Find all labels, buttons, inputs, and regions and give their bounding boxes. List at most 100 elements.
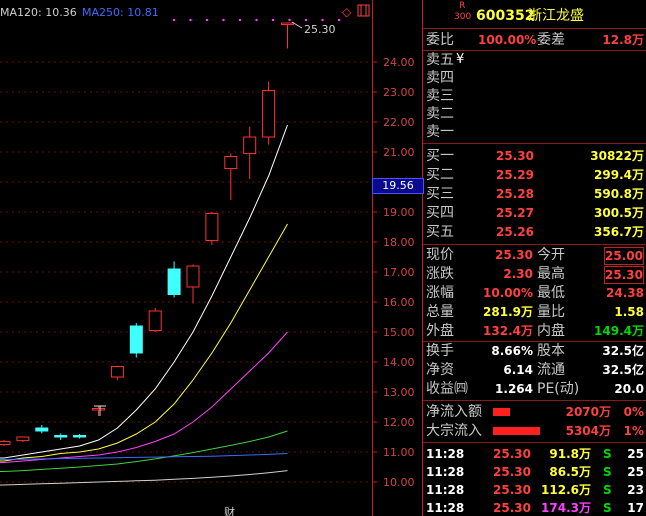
candle-body[interactable]	[262, 90, 276, 138]
tick-side: S	[603, 447, 612, 461]
tick-side: S	[603, 483, 612, 497]
dot-marker	[205, 18, 209, 22]
quote-label: 涨跌	[426, 266, 454, 282]
window-toggle-icon[interactable]	[357, 4, 370, 17]
candle-body[interactable]	[16, 436, 30, 442]
buy-level-volume: 299.4万	[594, 168, 644, 182]
flow-bar	[493, 427, 540, 435]
dot-marker	[288, 18, 291, 22]
stat-label: PE(动)	[537, 381, 580, 397]
tick-volume: 91.8万	[549, 447, 591, 461]
quote-value: 10.00%	[483, 286, 533, 300]
badge-r: R	[459, 1, 466, 11]
ma120-label: MA120: 10.36	[0, 6, 77, 19]
candle-body[interactable]	[35, 427, 49, 432]
buy-level-volume: 356.7万	[594, 225, 644, 239]
y-tick-label: 24.00	[383, 56, 415, 69]
flow-value: 2070万	[565, 405, 611, 419]
y-tick-label: 21.00	[383, 146, 415, 159]
finance-marker[interactable]: 财	[224, 505, 235, 516]
quote-label: 量比	[537, 304, 565, 320]
sell-level-label: 卖三	[426, 88, 454, 104]
candle-body[interactable]	[110, 366, 124, 378]
y-tick-label: 10.00	[383, 476, 415, 489]
y-tick-label: 19.00	[383, 206, 415, 219]
stat-value: 1.264	[495, 382, 533, 396]
tick-count: 25	[627, 465, 644, 479]
tick-volume: 86.5万	[549, 465, 591, 479]
buy-level-price: 25.27	[496, 206, 534, 220]
stat-label: 流通	[537, 362, 565, 378]
flow-percent: 0%	[623, 405, 644, 419]
candle-body[interactable]	[54, 435, 68, 438]
kline-chart[interactable]: MA120: 10.36 MA250: 10.81 ◇ 25.30 财	[0, 0, 372, 516]
dot-marker	[337, 18, 341, 22]
quote-label: 最高	[537, 266, 565, 282]
dot-marker	[172, 18, 176, 22]
y-tick-label: 14.00	[383, 356, 415, 369]
buy-level-price: 25.30	[496, 149, 534, 163]
quote-label: 外盘	[426, 323, 454, 339]
tick-side: S	[603, 501, 612, 515]
stat-value: 32.5亿	[602, 363, 644, 377]
flow-label: 净流入额	[426, 404, 482, 420]
collapse-diamond-icon[interactable]: ◇	[342, 5, 352, 19]
dot-marker	[222, 18, 225, 22]
buy-level-label: 买二	[426, 167, 454, 183]
y-tick-label: 15.00	[383, 326, 415, 339]
sell-level-label: 卖一	[426, 124, 454, 140]
candle-body[interactable]	[205, 213, 219, 241]
quote-label: 今开	[537, 247, 565, 263]
quote-label: 现价	[426, 247, 454, 263]
quote-value: 25.00	[604, 247, 644, 265]
candle-body[interactable]	[186, 265, 200, 288]
stock-code: 600352	[476, 8, 535, 24]
quote-label: 内盘	[537, 323, 565, 339]
ma-line	[0, 453, 288, 460]
high-price-marker: 25.30	[304, 23, 336, 36]
commission-diff-label: 委差	[537, 32, 565, 48]
stat-label: 收益㈣	[426, 381, 468, 397]
dot-marker	[271, 18, 275, 22]
candle-body[interactable]	[92, 408, 105, 411]
ma-line	[0, 470, 288, 486]
ma-line	[0, 331, 288, 463]
y-tick-label: 22.00	[383, 116, 415, 129]
dot-marker	[321, 18, 324, 22]
candle-body[interactable]	[148, 310, 162, 331]
candle-body[interactable]	[129, 325, 143, 354]
tick-volume: 112.6万	[541, 483, 591, 497]
quote-value: 1.58	[614, 305, 644, 319]
candle-body[interactable]	[243, 136, 257, 154]
y-tick-label: 17.00	[383, 266, 415, 279]
commission-diff-value: 12.8万	[602, 33, 644, 47]
candle-body[interactable]	[167, 268, 181, 295]
tick-price: 25.30	[493, 447, 531, 461]
price-axis: 24.0023.0022.0021.0020.0019.0018.0017.00…	[372, 0, 423, 516]
tick-price: 25.30	[493, 501, 531, 515]
stat-label: 换手	[426, 343, 454, 359]
quote-value: 281.9万	[483, 305, 533, 319]
buy-level-price: 25.26	[496, 225, 534, 239]
y-tick-label: 12.00	[383, 416, 415, 429]
candle-body[interactable]	[224, 156, 238, 169]
sell-level-label: 卖五	[426, 52, 454, 68]
stock-name: 浙江龙盛	[528, 8, 584, 24]
flow-percent: 1%	[623, 424, 644, 438]
ma-line	[0, 430, 288, 472]
top-dot-row	[172, 18, 341, 22]
quote-panel: R 300 600352 浙江龙盛 委比 100.00% 委差 12.8万 卖五…	[423, 0, 646, 516]
candle-body[interactable]	[281, 22, 294, 25]
y-tick-label: 16.00	[383, 296, 415, 309]
stat-value: 32.5亿	[602, 344, 644, 358]
candle-body[interactable]	[0, 441, 11, 445]
current-price-tag: 19.56	[372, 178, 424, 194]
tick-side: S	[603, 465, 612, 479]
flow-label: 大宗流入	[426, 423, 482, 439]
sell-level-price: ¥	[456, 52, 465, 67]
candle-body[interactable]	[73, 435, 87, 438]
buy-level-label: 买五	[426, 224, 454, 240]
badge-300: 300	[454, 12, 472, 22]
dot-marker	[304, 18, 308, 22]
tick-count: 25	[627, 447, 644, 461]
